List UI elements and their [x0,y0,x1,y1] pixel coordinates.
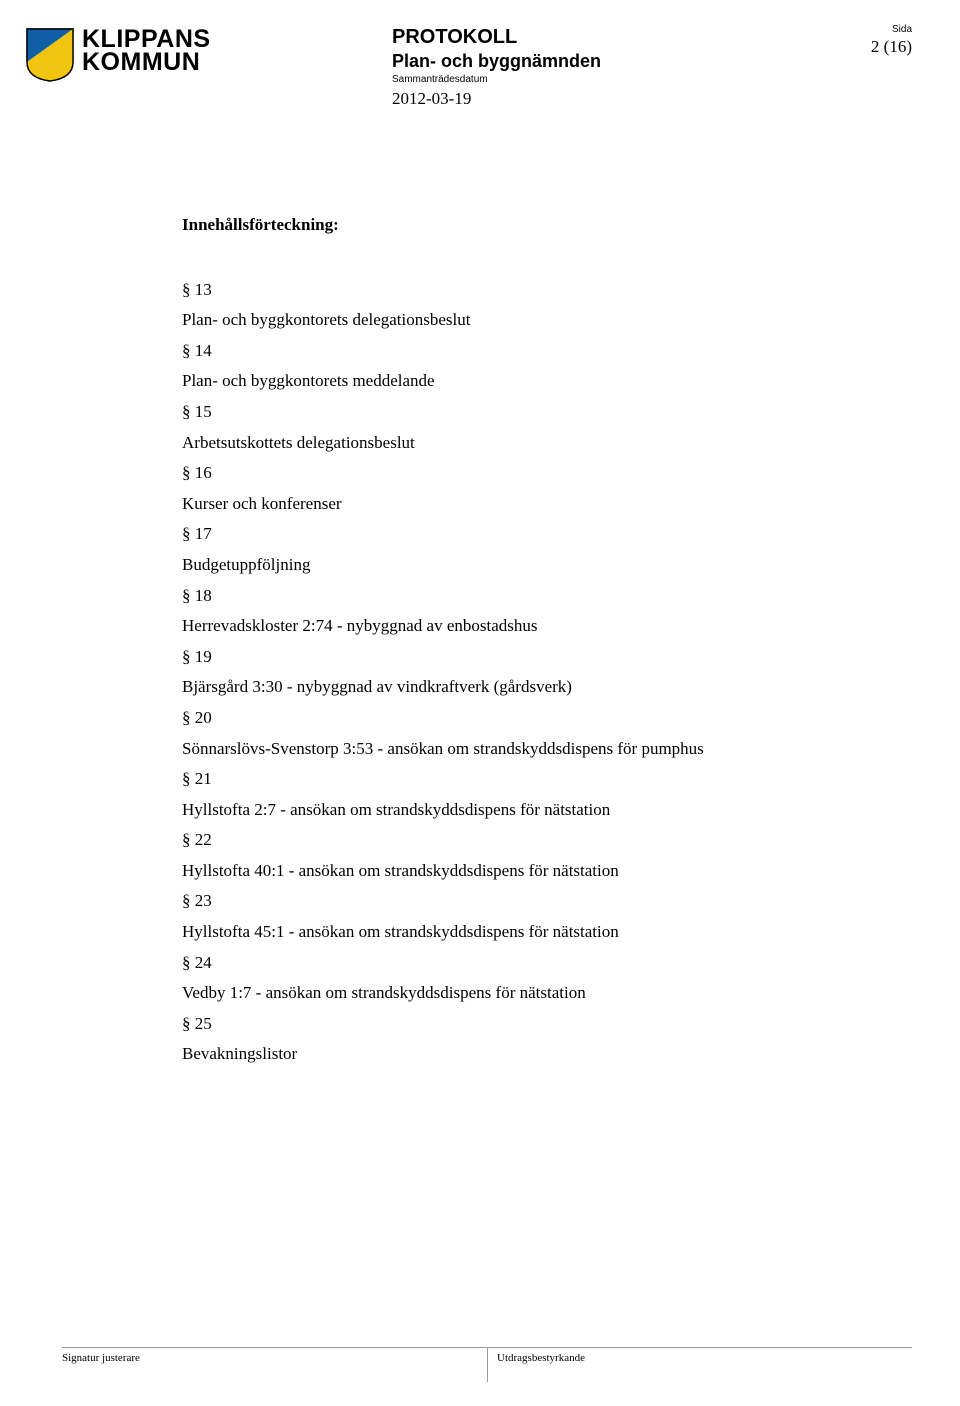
footer-right-label: Utdragsbestyrkande [487,1352,912,1364]
toc-title: Innehållsförteckning: [182,210,822,241]
toc-item: § 17 [182,519,822,550]
toc-item: § 14 [182,336,822,367]
toc-item: Budgetuppföljning [182,550,822,581]
toc-item: § 24 [182,948,822,979]
shield-icon [26,28,74,82]
toc-item: Kurser och konferenser [182,489,822,520]
toc-item: § 16 [182,458,822,489]
toc-item: § 15 [182,397,822,428]
toc-item: Bevakningslistor [182,1039,822,1070]
header-center: PROTOKOLL Plan- och byggnämnden Sammantr… [392,26,692,109]
footer-line [62,1347,912,1348]
toc-item: Vedby 1:7 - ansökan om strandskyddsdispe… [182,978,822,1009]
header-right: Sida 2 (16) [871,24,912,57]
header-date: 2012-03-19 [392,89,692,109]
header-protokoll: PROTOKOLL [392,26,692,49]
brand-bottom: KOMMUN [82,51,211,74]
toc-item: § 20 [182,703,822,734]
toc-item: § 25 [182,1009,822,1040]
toc-item: Arbetsutskottets delegationsbeslut [182,428,822,459]
footer-divider [487,1348,488,1382]
toc-item: Sönnarslövs-Svenstorp 3:53 - ansökan om … [182,734,822,765]
header-sd-label: Sammanträdesdatum [392,74,692,85]
toc-item: Hyllstofta 40:1 - ansökan om strandskydd… [182,856,822,887]
toc-item: § 13 [182,275,822,306]
page: KLIPPANS KOMMUN PROTOKOLL Plan- och bygg… [0,0,960,1406]
toc-item: § 19 [182,642,822,673]
toc-item: Plan- och byggkontorets delegationsbeslu… [182,305,822,336]
toc-item: Hyllstofta 2:7 - ansökan om strandskydds… [182,795,822,826]
toc-item: § 23 [182,886,822,917]
toc-item: Hyllstofta 45:1 - ansökan om strandskydd… [182,917,822,948]
header-namnd: Plan- och byggnämnden [392,51,692,72]
toc-item: § 18 [182,581,822,612]
toc-item: § 21 [182,764,822,795]
content: Innehållsförteckning: § 13 Plan- och byg… [182,210,822,1070]
toc-item: Herrevadskloster 2:74 - nybyggnad av enb… [182,611,822,642]
toc-item: Bjärsgård 3:30 - nybyggnad av vindkraftv… [182,672,822,703]
toc-item: § 22 [182,825,822,856]
footer-left-label: Signatur justerare [62,1352,487,1364]
footer: Signatur justerare Utdragsbestyrkande [62,1347,912,1364]
toc-list: § 13 Plan- och byggkontorets delegations… [182,275,822,1070]
logo-group: KLIPPANS KOMMUN [26,28,211,82]
header-sida-label: Sida [871,24,912,35]
header-page-num: 2 (16) [871,37,912,57]
toc-item: Plan- och byggkontorets meddelande [182,366,822,397]
brand-text: KLIPPANS KOMMUN [82,28,211,74]
